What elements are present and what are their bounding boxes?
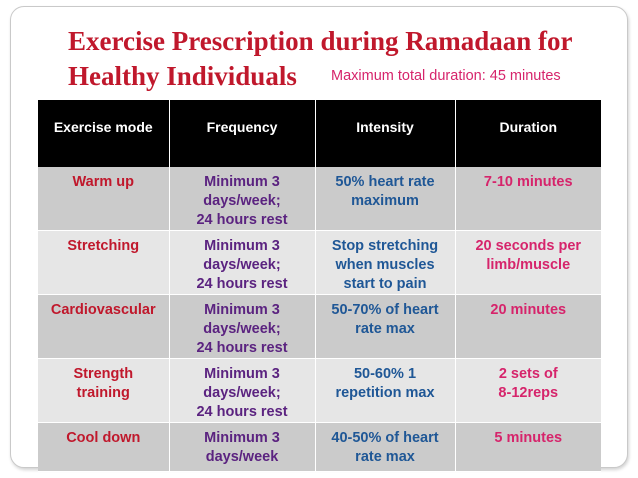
table-row: Cool down Minimum 3 days/week 40-50% of …	[38, 422, 601, 472]
cell-line: maximum	[351, 193, 419, 209]
header-exercise-mode: Exercise mode	[38, 100, 170, 167]
cell-line: 50-60% 1	[353, 366, 417, 382]
table-header-row: Exercise mode Frequency Intensity Durati…	[38, 100, 601, 167]
cell-line: Minimum 3	[204, 302, 280, 318]
cell-line: 8-12reps	[498, 385, 559, 401]
cell-line: days/week;	[203, 385, 281, 401]
cell-line: Minimum 3	[204, 366, 280, 382]
cell-line: 24 hours rest	[196, 276, 288, 292]
slide-title: Exercise Prescription during Ramadaan fo…	[68, 24, 628, 94]
cell-mode: Stretching	[38, 230, 170, 295]
cell-duration: 5 minutes	[455, 422, 601, 472]
cell-line: Minimum 3	[204, 174, 280, 190]
cell-frequency: Minimum 3 days/week	[169, 422, 316, 472]
cell-intensity: 40-50% of heart rate max	[315, 422, 456, 472]
table-row: Stretching Minimum 3 days/week; 24 hours…	[38, 230, 601, 295]
cell-line: training	[76, 385, 130, 401]
cell-duration: 2 sets of 8-12reps	[455, 358, 601, 423]
cell-line: limb/muscle	[486, 257, 571, 273]
cell-line: 24 hours rest	[196, 212, 288, 228]
cell-frequency: Minimum 3 days/week; 24 hours rest	[169, 230, 316, 295]
cell-line: Minimum 3	[204, 238, 280, 254]
cell-line: Cool down	[66, 430, 141, 446]
cell-line: days/week;	[203, 321, 281, 337]
cell-line: 50-70% of heart	[331, 302, 439, 318]
cell-line: when muscles	[335, 257, 435, 273]
cell-duration: 20 minutes	[455, 294, 601, 359]
cell-line: Cardiovascular	[50, 302, 156, 318]
cell-mode: Cool down	[38, 422, 170, 472]
header-frequency: Frequency	[169, 100, 316, 167]
table-row: Cardiovascular Minimum 3 days/week; 24 h…	[38, 294, 601, 359]
cell-mode: Strength training	[38, 358, 170, 423]
cell-line: days/week	[205, 449, 279, 465]
cell-line: start to pain	[343, 276, 427, 292]
cell-intensity: 50% heart rate maximum	[315, 167, 456, 231]
cell-line: 5 minutes	[494, 430, 563, 446]
cell-line: 2 sets of	[498, 366, 558, 382]
cell-line: 20 seconds per	[475, 238, 582, 254]
cell-line: Minimum 3	[204, 430, 280, 446]
cell-line: Strength	[73, 366, 134, 382]
header-duration: Duration	[455, 100, 601, 167]
cell-duration: 7-10 minutes	[455, 167, 601, 231]
cell-duration: 20 seconds per limb/muscle	[455, 230, 601, 295]
cell-intensity: 50-60% 1 repetition max	[315, 358, 456, 423]
cell-line: Stop stretching	[331, 238, 439, 254]
cell-mode: Cardiovascular	[38, 294, 170, 359]
exercise-prescription-table: Exercise mode Frequency Intensity Durati…	[38, 100, 601, 472]
cell-frequency: Minimum 3 days/week; 24 hours rest	[169, 294, 316, 359]
cell-line: 24 hours rest	[196, 340, 288, 356]
header-intensity: Intensity	[315, 100, 456, 167]
cell-mode: Warm up	[38, 167, 170, 231]
table-row: Warm up Minimum 3 days/week; 24 hours re…	[38, 167, 601, 231]
title-line-2: Healthy Individuals	[68, 61, 297, 91]
cell-intensity: 50-70% of heart rate max	[315, 294, 456, 359]
cell-line: 20 minutes	[490, 302, 567, 318]
slide-subtitle: Maximum total duration: 45 minutes	[331, 68, 561, 84]
cell-line: days/week;	[203, 257, 281, 273]
cell-frequency: Minimum 3 days/week; 24 hours rest	[169, 358, 316, 423]
table-row: Strength training Minimum 3 days/week; 2…	[38, 358, 601, 423]
cell-intensity: Stop stretching when muscles start to pa…	[315, 230, 456, 295]
cell-line: Stretching	[67, 238, 140, 254]
cell-line: 40-50% of heart	[331, 430, 439, 446]
title-line-1: Exercise Prescription during Ramadaan fo…	[68, 26, 573, 56]
cell-line: rate max	[355, 321, 415, 337]
cell-frequency: Minimum 3 days/week; 24 hours rest	[169, 167, 316, 231]
cell-line: Warm up	[72, 174, 135, 190]
cell-line: days/week;	[203, 193, 281, 209]
cell-line: 50% heart rate	[335, 174, 435, 190]
cell-line: rate max	[355, 449, 415, 465]
cell-line: 7-10 minutes	[483, 174, 573, 190]
cell-line: 24 hours rest	[196, 404, 288, 420]
cell-line: repetition max	[335, 385, 435, 401]
